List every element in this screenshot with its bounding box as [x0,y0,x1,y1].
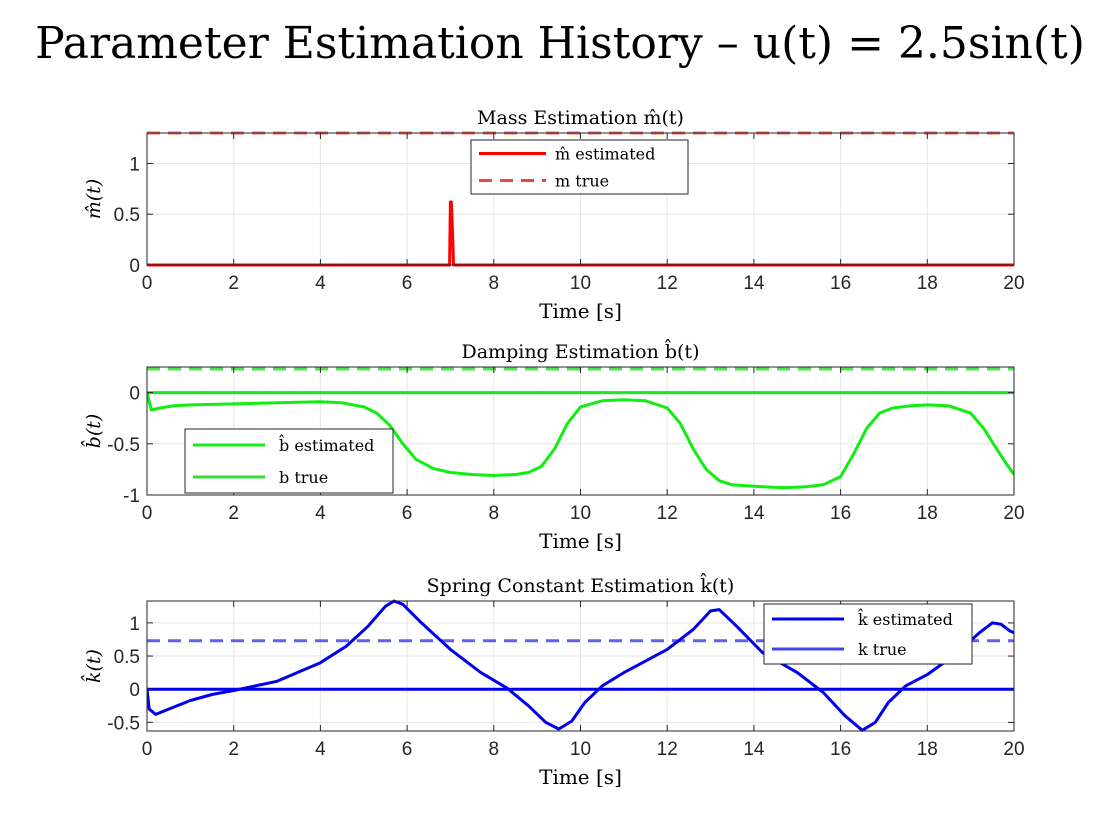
y-tick-label: 0 [129,680,140,701]
legend-entry: m true [555,172,609,191]
legend-entry: b true [279,468,328,487]
legend-box [184,428,394,494]
y-axis-label: k̂(t) [80,649,105,683]
x-tick-label: 2 [228,273,239,294]
figure-title: Parameter Estimation History – u(t) = 2.… [35,18,1085,69]
legend: m̂ estimated m true [470,139,689,195]
y-tick-label: 0 [129,256,140,277]
legend-entry: b̂ estimated [279,435,375,455]
axes-title: Spring Constant Estimation k̂(t) [427,572,735,597]
x-tick-label: 2 [228,739,239,760]
x-tick-label: 20 [1003,739,1024,760]
x-tick-label: 8 [489,273,500,294]
x-tick-label: 14 [743,739,765,760]
x-tick-label: 16 [830,739,851,760]
axes-1: 0 2 4 6 8 10 12 14 16 18 20 0 0.5 1 Mass Estimation m̂… [83,107,1025,323]
axes-title: Damping Estimation b̂(t) [462,338,700,363]
y-tick-label: 0.5 [114,647,140,668]
y-axis-label: m̂(t) [83,179,105,219]
legend-box [470,139,689,195]
x-tick-label: 14 [743,503,765,524]
legend-entry: k̂ estimated [858,609,953,629]
x-tick-label: 0 [142,739,153,760]
y-tick-label: 1 [129,614,140,635]
x-tick-label: 6 [402,273,413,294]
x-tick-label: 6 [402,503,413,524]
legend: b̂ estimated b true [184,428,394,494]
x-tick-label: 20 [1003,273,1024,294]
x-tick-label: 6 [402,739,413,760]
legend: k̂ estimated k true [763,603,973,665]
x-tick-label: 4 [315,739,326,760]
x-axis-label: Time [s] [539,299,622,323]
x-tick-label: 14 [743,273,765,294]
y-tick-label: -0.5 [107,713,140,734]
legend-box [763,603,973,665]
x-tick-label: 12 [657,503,678,524]
x-axis-label: Time [s] [539,765,622,789]
y-tick-label: -0.5 [107,435,140,456]
x-tick-label: 10 [570,503,591,524]
axes-title: Mass Estimation m̂(t) [477,107,684,129]
y-tick-label: -1 [123,486,140,507]
x-tick-label: 16 [830,273,851,294]
axes-2: 0 2 4 6 8 10 12 14 16 18 20 -1 -0.5 0 Damping Estimati… [80,338,1025,553]
x-tick-label: 18 [917,503,938,524]
series-line-trajectory [147,392,1014,490]
legend-entry: m̂ estimated [555,145,655,164]
y-tick-label: 0 [129,384,140,405]
x-tick-label: 0 [142,503,153,524]
x-tick-label: 8 [489,503,500,524]
x-tick-label: 18 [917,273,938,294]
x-tick-label: 10 [570,739,591,760]
x-tick-label: 2 [228,503,239,524]
y-axis-label: b̂(t) [80,414,105,449]
x-tick-label: 8 [489,739,500,760]
y-tick-label: 0.5 [114,205,140,226]
x-tick-label: 12 [657,273,678,294]
series-line-trajectory [147,599,1014,732]
series-group [147,367,1014,490]
legend-entry: k true [858,640,907,659]
x-tick-label: 4 [315,503,326,524]
x-axis-label: Time [s] [539,529,622,553]
x-tick-label: 12 [657,739,678,760]
x-tick-label: 0 [142,273,153,294]
y-tick-label: 1 [129,154,140,175]
x-tick-label: 10 [570,273,591,294]
x-tick-label: 16 [830,503,851,524]
x-tick-label: 18 [917,739,938,760]
x-tick-label: 20 [1003,503,1024,524]
x-tick-label: 4 [315,273,326,294]
